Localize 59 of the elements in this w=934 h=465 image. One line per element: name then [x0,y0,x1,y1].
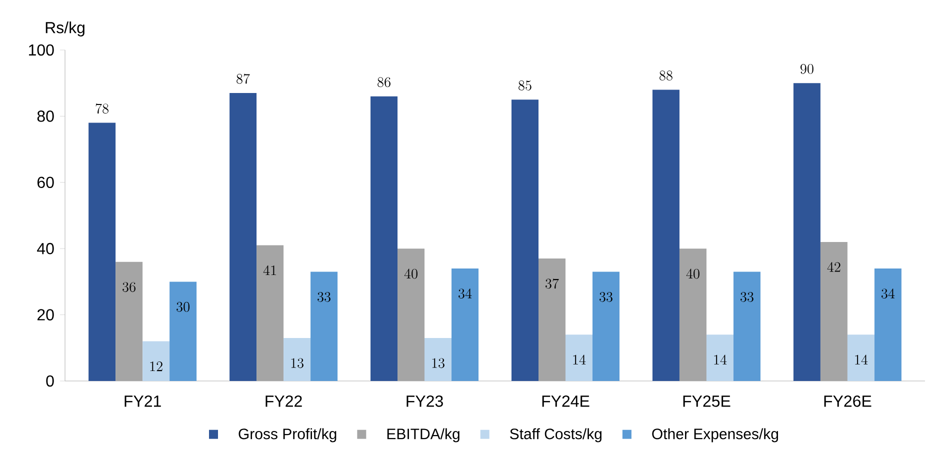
y-tick-label: 20 [37,309,54,320]
legend-label: Other Expenses/kg [652,428,778,442]
data-label: 14 [855,354,868,364]
data-label: 40 [404,268,418,279]
data-label: 41 [263,265,276,276]
data-label: 12 [150,362,162,372]
data-label: 88 [660,70,672,80]
data-label: 40 [686,268,700,279]
data-label: 14 [714,354,727,364]
data-label: 13 [291,358,304,368]
data-label: 90 [800,64,814,74]
data-label: 13 [432,358,444,368]
data-label: 33 [600,292,612,302]
data-label: 34 [882,288,895,299]
bar [230,93,257,381]
data-label: 85 [518,80,532,90]
bar [652,90,680,381]
bar [452,268,479,381]
bar [511,100,538,381]
data-label: 78 [96,104,108,114]
data-label: 30 [176,302,190,312]
y-tick-label: 60 [38,176,54,188]
data-label: 37 [546,278,559,289]
bar [706,334,734,381]
bar [424,338,452,381]
bar [170,282,197,381]
x-tick-label: FY26E [824,396,872,407]
y-tick-label: 0 [46,375,54,387]
y-tick-label: 40 [37,242,54,254]
bar [88,122,116,381]
legend-label: Gross Profit/kg [238,428,336,442]
y-tick-label: 100 [29,44,54,56]
data-label: 33 [740,292,754,302]
x-tick-label: FY22 [266,396,302,407]
data-label: 87 [236,74,250,84]
bar [284,338,311,381]
x-tick-label: FY24E [542,396,590,407]
bar [847,334,874,381]
y-tick-label: 80 [37,110,54,122]
data-label: 34 [458,288,472,299]
bar [592,272,620,381]
x-tick-label: FY23 [406,396,443,407]
bar [793,83,820,381]
x-tick-label: FY25E [683,396,730,407]
data-label: 42 [827,262,840,272]
data-label: 86 [378,77,390,88]
legend-label: Staff Costs/kg [510,428,602,442]
bar [310,272,338,381]
bar [874,268,902,381]
y-axis-title: Rs/kg [46,22,84,36]
legend-label: EBITDA/kg [387,428,460,442]
bar [733,272,760,381]
bar [142,341,170,381]
data-label: 36 [122,282,136,292]
bar [565,334,592,381]
bar [370,96,398,381]
data-label: 33 [318,292,330,302]
data-label: 14 [573,354,586,364]
x-tick-label: FY21 [124,396,161,407]
